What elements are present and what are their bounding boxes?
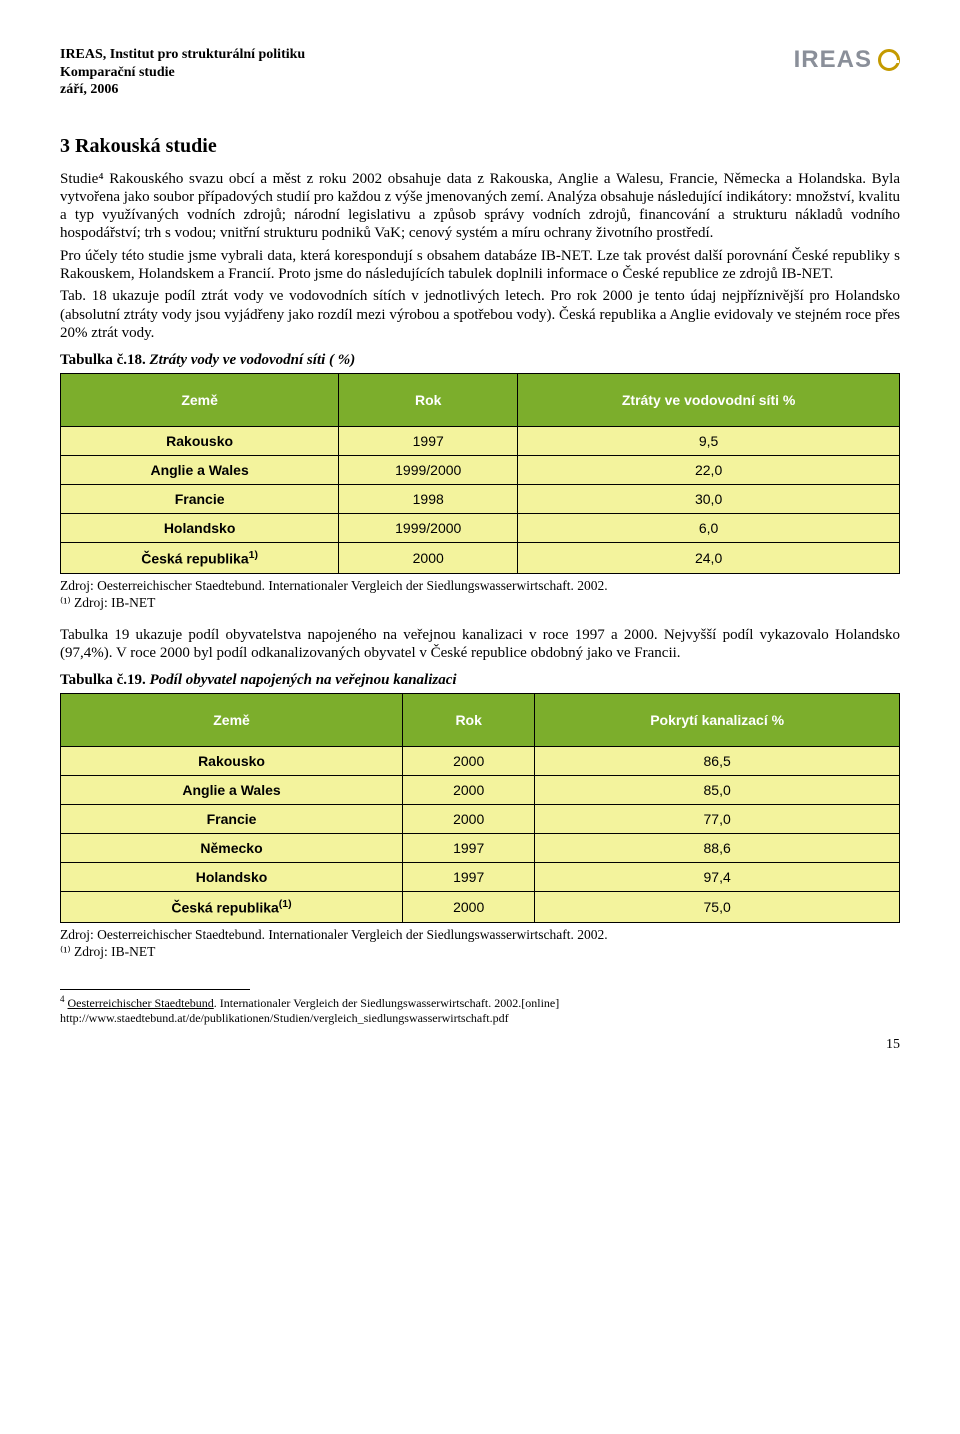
cell-value: 22,0 xyxy=(518,456,900,485)
cell-value: 85,0 xyxy=(535,776,900,805)
table-row: Německo199788,6 xyxy=(61,834,900,863)
logo-label: IREAS xyxy=(794,46,872,74)
table-body: Rakousko19979,5Anglie a Wales1999/200022… xyxy=(61,427,900,574)
cell-year: 2000 xyxy=(403,776,535,805)
table-row: Holandsko199797,4 xyxy=(61,863,900,892)
cell-value: 24,0 xyxy=(518,543,900,574)
paragraph: Tabulka 19 ukazuje podíl obyvatelstva na… xyxy=(60,626,900,663)
cell-year: 2000 xyxy=(339,543,518,574)
caption-label: Tabulka č.19. xyxy=(60,672,146,688)
caption-label: Tabulka č.18. xyxy=(60,352,146,368)
table-row: Česká republika(1)200075,0 xyxy=(61,892,900,923)
paragraph: Pro účely této studie jsme vybrali data,… xyxy=(60,247,900,284)
footnote-marker: 4 xyxy=(60,994,65,1004)
page: IREAS, Institut pro strukturální politik… xyxy=(0,0,960,1083)
table-row: Anglie a Wales200085,0 xyxy=(61,776,900,805)
col-header: Rok xyxy=(403,694,535,747)
section-title: 3 Rakouská studie xyxy=(60,135,900,158)
cell-year: 1997 xyxy=(403,863,535,892)
cell-year: 1997 xyxy=(403,834,535,863)
table19-source: Zdroj: Oesterreichischer Staedtebund. In… xyxy=(60,927,900,961)
table-row: Francie200077,0 xyxy=(61,805,900,834)
footnote-url: http://www.staedtebund.at/de/publikation… xyxy=(60,1011,509,1025)
col-header: Země xyxy=(61,374,339,427)
cell-country: Česká republika1) xyxy=(61,543,339,574)
source-line: ⁽¹⁾ Zdroj: IB-NET xyxy=(60,595,900,612)
cell-year: 2000 xyxy=(403,747,535,776)
table19: Země Rok Pokrytí kanalizací % Rakousko20… xyxy=(60,693,900,923)
cell-year: 1998 xyxy=(339,485,518,514)
table-head: Země Rok Ztráty ve vodovodní síti % xyxy=(61,374,900,427)
cell-country: Česká republika(1) xyxy=(61,892,403,923)
header-date: září, 2006 xyxy=(60,81,305,99)
cell-country: Anglie a Wales xyxy=(61,456,339,485)
cell-country: Francie xyxy=(61,485,339,514)
table-row: Rakousko200086,5 xyxy=(61,747,900,776)
header-left: IREAS, Institut pro strukturální politik… xyxy=(60,46,305,99)
source-line: Zdroj: Oesterreichischer Staedtebund. In… xyxy=(60,578,900,595)
col-header: Pokrytí kanalizací % xyxy=(535,694,900,747)
header-org: IREAS, Institut pro strukturální politik… xyxy=(60,46,305,64)
logo: IREAS xyxy=(794,46,900,74)
cell-year: 1999/2000 xyxy=(339,514,518,543)
cell-country: Německo xyxy=(61,834,403,863)
footnote-separator xyxy=(60,989,250,990)
col-header: Rok xyxy=(339,374,518,427)
cell-country: Holandsko xyxy=(61,863,403,892)
table-row: Anglie a Wales1999/200022,0 xyxy=(61,456,900,485)
col-header: Ztráty ve vodovodní síti % xyxy=(518,374,900,427)
cell-country: Anglie a Wales xyxy=(61,776,403,805)
cell-country: Rakousko xyxy=(61,747,403,776)
paragraph: Studie⁴ Rakouského svazu obcí a měst z r… xyxy=(60,170,900,243)
paragraph: Tab. 18 ukazuje podíl ztrát vody ve vodo… xyxy=(60,287,900,342)
cell-country: Rakousko xyxy=(61,427,339,456)
table-row: Holandsko1999/20006,0 xyxy=(61,514,900,543)
caption-title: Podíl obyvatel napojených na veřejnou ka… xyxy=(149,672,456,688)
cell-value: 88,6 xyxy=(535,834,900,863)
table18-source: Zdroj: Oesterreichischer Staedtebund. In… xyxy=(60,578,900,612)
cell-value: 86,5 xyxy=(535,747,900,776)
cell-value: 75,0 xyxy=(535,892,900,923)
cell-value: 77,0 xyxy=(535,805,900,834)
table-row: Česká republika1)200024,0 xyxy=(61,543,900,574)
header-study: Komparační studie xyxy=(60,64,305,82)
table-row: Rakousko19979,5 xyxy=(61,427,900,456)
caption-title: Ztráty vody ve vodovodní síti ( %) xyxy=(149,352,355,368)
cell-year: 2000 xyxy=(403,805,535,834)
cell-value: 30,0 xyxy=(518,485,900,514)
cell-country: Francie xyxy=(61,805,403,834)
footnote: 4 Oesterreichischer Staedtebund. Interna… xyxy=(60,994,900,1027)
table18-caption: Tabulka č.18. Ztráty vody ve vodovodní s… xyxy=(60,352,900,369)
source-line: ⁽¹⁾ Zdroj: IB-NET xyxy=(60,944,900,961)
cell-year: 2000 xyxy=(403,892,535,923)
logo-ring-icon xyxy=(878,49,900,71)
footnote-underline: Oesterreichischer Staedtebund xyxy=(68,996,214,1010)
table-row: Francie199830,0 xyxy=(61,485,900,514)
footnote-rest: . Internationaler Vergleich der Siedlung… xyxy=(214,996,559,1010)
table19-caption: Tabulka č.19. Podíl obyvatel napojených … xyxy=(60,672,900,689)
logo-text: IREAS xyxy=(794,46,900,74)
page-header: IREAS, Institut pro strukturální politik… xyxy=(60,46,900,99)
table-head: Země Rok Pokrytí kanalizací % xyxy=(61,694,900,747)
cell-value: 6,0 xyxy=(518,514,900,543)
col-header: Země xyxy=(61,694,403,747)
table-body: Rakousko200086,5Anglie a Wales200085,0Fr… xyxy=(61,747,900,923)
cell-value: 97,4 xyxy=(535,863,900,892)
cell-country: Holandsko xyxy=(61,514,339,543)
cell-year: 1997 xyxy=(339,427,518,456)
table18: Země Rok Ztráty ve vodovodní síti % Rako… xyxy=(60,373,900,574)
source-line: Zdroj: Oesterreichischer Staedtebund. In… xyxy=(60,927,900,944)
page-number: 15 xyxy=(60,1037,900,1053)
cell-year: 1999/2000 xyxy=(339,456,518,485)
cell-value: 9,5 xyxy=(518,427,900,456)
